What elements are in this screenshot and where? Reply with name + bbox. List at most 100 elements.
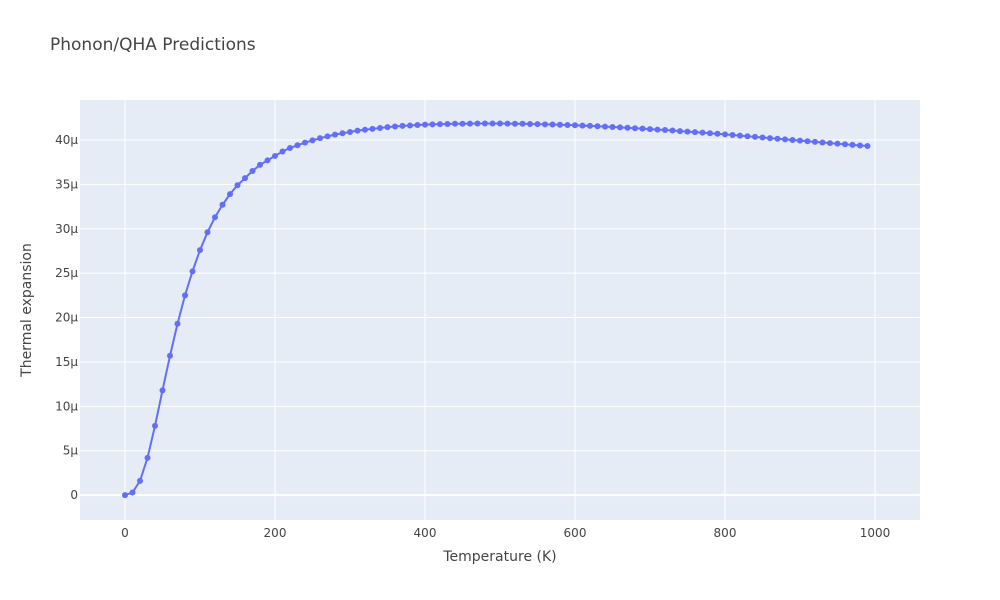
data-point [722,131,728,138]
data-point [257,161,263,168]
data-point [489,120,496,127]
data-point [857,142,863,149]
y-tick-label: 20µ [55,311,78,325]
data-point [834,140,841,147]
data-point [234,182,241,189]
data-point [242,175,248,182]
data-point [429,121,436,128]
data-point [497,120,503,127]
data-point [317,135,323,142]
data-point [827,140,833,147]
grid-lines [80,100,920,520]
data-point [729,131,736,138]
data-point [174,320,181,327]
data-point [602,123,608,130]
data-point [677,128,683,135]
data-point [527,120,533,127]
data-point [482,120,488,127]
data-point [767,135,773,142]
data-point [684,128,691,135]
series-line [124,122,868,497]
data-point [752,133,758,140]
x-axis-title: Temperature (K) [442,549,556,565]
x-axis-ticks: 0 200 400 600 800 1000 [121,526,890,540]
data-point [227,191,233,198]
data-point [272,152,278,159]
y-tick-label: 40µ [55,133,78,147]
data-point [759,134,766,141]
data-point [699,129,706,136]
data-point [129,489,136,496]
data-point [332,131,338,138]
data-point [459,120,466,127]
x-tick-label: 200 [264,526,287,540]
data-point [219,201,226,208]
data-point [167,352,173,359]
x-tick-label: 600 [564,526,587,540]
y-tick-label: 30µ [55,222,78,236]
data-point [197,247,203,254]
data-point [422,121,428,128]
y-tick-label: 25µ [55,266,78,280]
data-point [377,124,383,131]
data-point [662,127,668,134]
data-point [774,135,781,142]
data-point [144,454,151,461]
data-point [264,157,271,164]
data-point [557,121,563,128]
data-point [849,141,856,148]
data-point [572,122,578,129]
data-point [632,125,638,132]
data-point [309,137,316,144]
data-point [789,136,796,143]
data-point [392,123,398,130]
data-point [534,121,541,128]
data-point [467,120,473,127]
y-tick-label: 5µ [63,444,79,458]
data-point [797,137,803,144]
data-point [182,292,188,299]
data-point [159,387,166,394]
chart-title: Phonon/QHA Predictions [50,35,256,55]
data-point [542,121,548,128]
data-point [812,138,818,145]
data-point [744,133,751,140]
data-point [639,125,646,132]
data-point [737,132,743,139]
data-point [654,126,661,133]
data-point [122,492,128,499]
data-point [804,138,811,145]
data-point [864,142,871,149]
y-tick-label: 35µ [55,177,78,191]
data-point [444,120,451,127]
data-point [302,139,308,146]
data-point [512,120,518,127]
data-point [819,139,826,146]
data-point [437,121,443,128]
data-point [594,123,601,130]
x-tick-label: 1000 [860,526,891,540]
data-point [152,422,158,429]
data-point [324,133,331,140]
data-point [452,120,458,127]
data-point [474,120,481,127]
data-point [519,120,526,127]
data-point [714,130,721,137]
data-point [647,126,653,133]
y-axis-ticks: 0 5µ 10µ 15µ 20µ 25µ 30µ 35µ 40µ [55,133,78,502]
data-point [587,122,593,129]
data-point [624,124,631,131]
data-point [414,122,421,129]
data-point [549,121,556,128]
data-point [707,130,713,137]
data-point [617,124,623,131]
data-point [564,122,571,129]
y-tick-label: 0 [70,488,78,502]
data-point [189,268,196,275]
data-point [249,168,256,175]
y-tick-label: 15µ [55,355,78,369]
data-point [579,122,586,129]
data-series [122,120,871,499]
x-tick-label: 0 [121,526,129,540]
